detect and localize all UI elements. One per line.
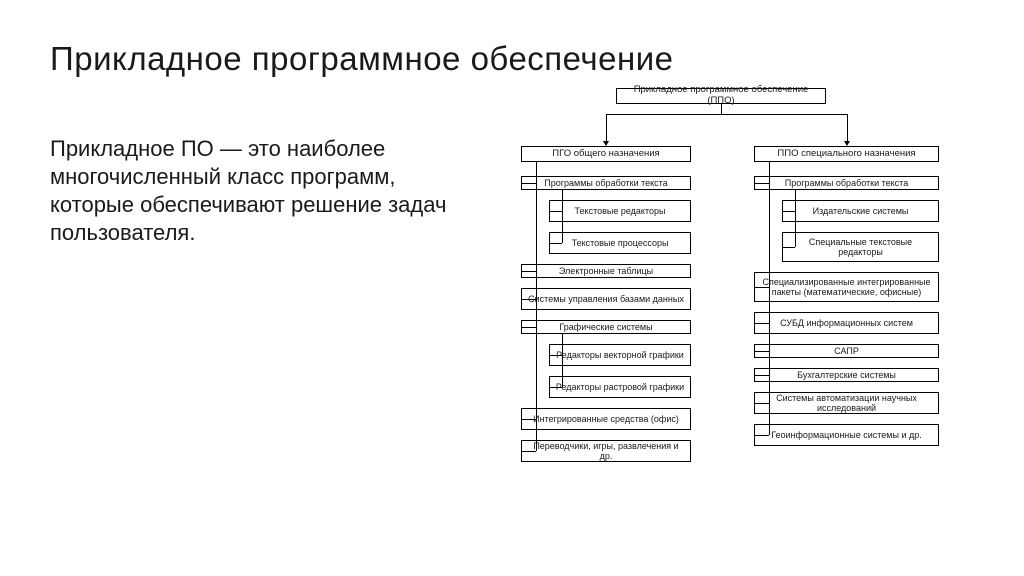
diagram-item: Программы обработки текста — [754, 176, 939, 190]
connector-line — [549, 211, 562, 212]
connector-line — [795, 190, 796, 247]
connector-line — [754, 183, 769, 184]
connector-line — [536, 162, 537, 451]
diagram-item: Системы автоматизации научных исследован… — [754, 392, 939, 414]
diagram-item: Специализированные интегрированные пакет… — [754, 272, 939, 302]
connector-line — [521, 271, 536, 272]
diagram-item: Текстовые редакторы — [549, 200, 691, 222]
diagram-item: СУБД информационных систем — [754, 312, 939, 334]
connector-line — [562, 334, 563, 387]
branch-header: ПГО общего назначения — [521, 146, 691, 162]
connector-line — [754, 287, 769, 288]
root-node: Прикладное программное обеспечение (ППО) — [616, 88, 826, 104]
diagram-item: Переводчики, игры, развлечения и др. — [521, 440, 691, 462]
connector-line — [521, 327, 536, 328]
connector-line — [606, 114, 607, 141]
connector-line — [754, 435, 769, 436]
diagram-item: Программы обработки текста — [521, 176, 691, 190]
diagram-item: САПР — [754, 344, 939, 358]
connector-line — [754, 351, 769, 352]
connector-line — [754, 403, 769, 404]
branch-header: ППО специального назначения — [754, 146, 939, 162]
diagram-item: Геоинформационные системы и др. — [754, 424, 939, 446]
diagram-item: Текстовые процессоры — [549, 232, 691, 254]
connector-line — [549, 243, 562, 244]
connector-line — [754, 323, 769, 324]
connector-line — [521, 419, 536, 420]
diagram-item: Графические системы — [521, 320, 691, 334]
diagram-item: Интегрированные средства (офис) — [521, 408, 691, 430]
connector-line — [769, 162, 770, 435]
diagram-item: Электронные таблицы — [521, 264, 691, 278]
page-title: Прикладное программное обеспечение — [50, 40, 674, 78]
connector-line — [549, 387, 562, 388]
connector-line — [562, 190, 563, 243]
diagram-item: Издательские системы — [782, 200, 939, 222]
connector-line — [521, 451, 536, 452]
connector-line — [721, 104, 722, 114]
diagram-item: Редакторы растровой графики — [549, 376, 691, 398]
connector-line — [782, 211, 795, 212]
connector-line — [782, 247, 795, 248]
definition-text: Прикладное ПО — это наиболее многочислен… — [50, 135, 455, 248]
connector-line — [754, 375, 769, 376]
diagram-item: Редакторы векторной графики — [549, 344, 691, 366]
connector-line — [606, 114, 847, 115]
diagram-item: Бухгалтерские системы — [754, 368, 939, 382]
connector-line — [847, 114, 848, 141]
connector-line — [521, 183, 536, 184]
diagram-item: Системы управления базами данных — [521, 288, 691, 310]
diagram-item: Специальные текстовые редакторы — [782, 232, 939, 262]
hierarchy-diagram: Прикладное программное обеспечение (ППО)… — [476, 88, 1004, 558]
connector-line — [521, 299, 536, 300]
connector-line — [549, 355, 562, 356]
